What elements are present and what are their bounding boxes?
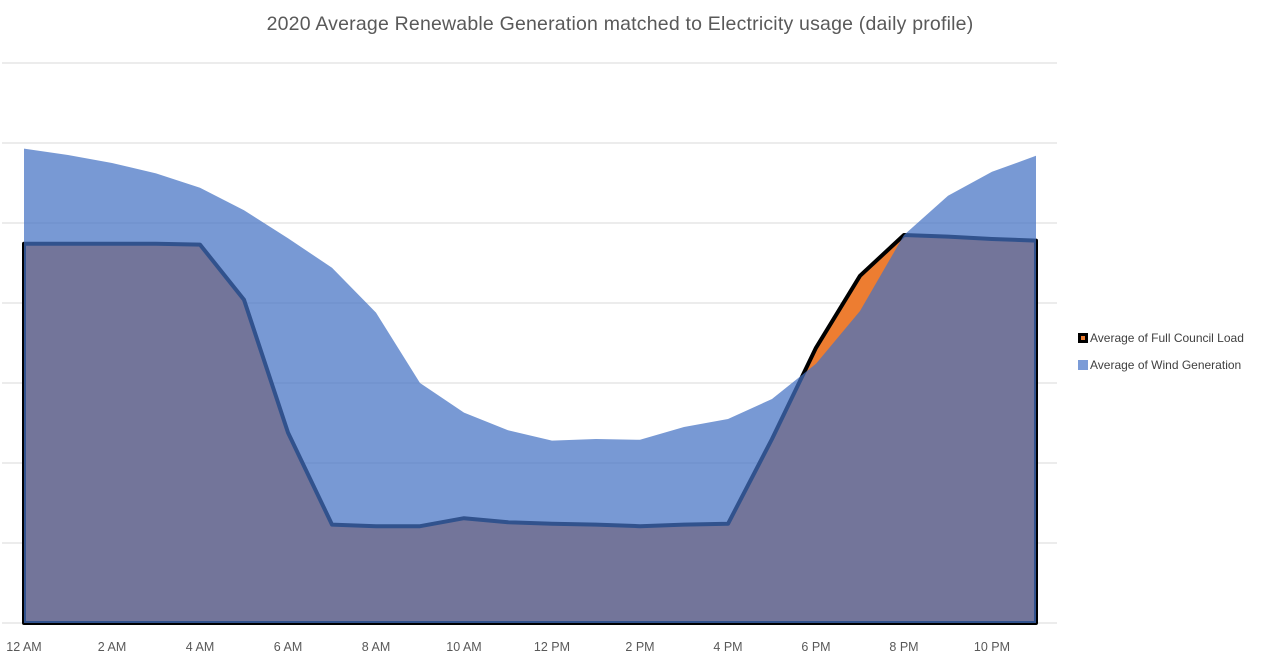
x-axis-label: 12 AM (6, 640, 41, 654)
load-series-swatch-icon (1078, 333, 1088, 343)
x-axis-label: 10 AM (446, 640, 481, 654)
x-axis-label: 6 AM (274, 640, 303, 654)
x-axis-label: 8 AM (362, 640, 391, 654)
x-axis-label: 10 PM (974, 640, 1010, 654)
x-axis-label: 2 AM (98, 640, 127, 654)
x-axis-label: 8 PM (889, 640, 918, 654)
x-axis-label: 4 AM (186, 640, 215, 654)
wind-area[interactable] (24, 148, 1036, 623)
legend-item-label: Average of Full Council Load (1090, 331, 1244, 345)
x-axis-label: 2 PM (625, 640, 654, 654)
wind-series-swatch-icon (1078, 360, 1088, 370)
x-axis-label: 6 PM (801, 640, 830, 654)
legend-item-label: Average of Wind Generation (1090, 358, 1242, 372)
chart-title: 2020 Average Renewable Generation matche… (266, 13, 974, 35)
x-axis-label: 4 PM (713, 640, 742, 654)
legend: Average of Full Council Load Average of … (1078, 331, 1244, 385)
x-axis-label: 12 PM (534, 640, 570, 654)
legend-item-wind-generation[interactable]: Average of Wind Generation (1078, 358, 1244, 372)
legend-item-full-council-load[interactable]: Average of Full Council Load (1078, 331, 1244, 345)
